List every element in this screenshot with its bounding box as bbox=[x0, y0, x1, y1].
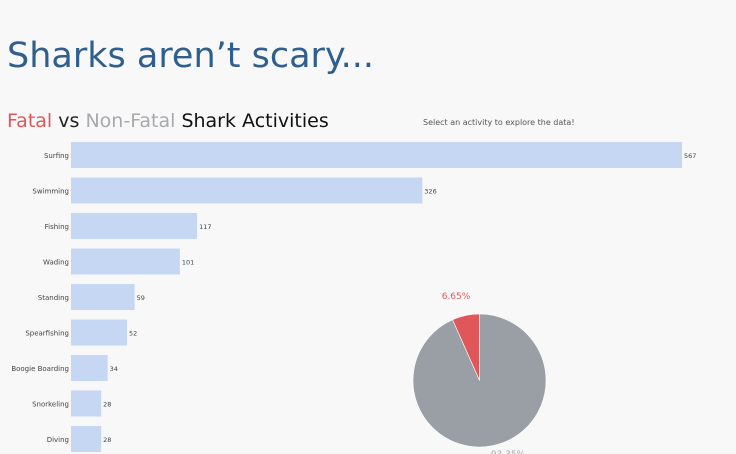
subtitle-activities-label: Shark Activities bbox=[181, 110, 329, 132]
category-label-snorkeling: Snorkeling bbox=[32, 401, 69, 409]
category-label-boogie-boarding: Boogie Boarding bbox=[11, 365, 69, 373]
bar-swimming[interactable] bbox=[71, 177, 423, 204]
fatality-pie-chart: 6.65% 93.35% bbox=[412, 292, 547, 454]
bar-diving[interactable] bbox=[71, 426, 102, 452]
category-label-swimming: Swimming bbox=[32, 188, 69, 196]
chart-subtitle: Fatal vs Non-Fatal Shark Activities bbox=[7, 108, 329, 134]
value-label-snorkeling: 28 bbox=[103, 401, 111, 409]
value-label-surfing: 567 bbox=[684, 152, 696, 160]
value-label-boogie-boarding: 34 bbox=[110, 365, 118, 373]
subtitle-vs-label: vs bbox=[58, 110, 80, 132]
value-label-fishing: 117 bbox=[199, 223, 211, 231]
category-label-fishing: Fishing bbox=[45, 223, 69, 231]
category-label-surfing: Surfing bbox=[44, 152, 69, 160]
bar-standing[interactable] bbox=[71, 284, 135, 310]
subtitle-fatal-label: Fatal bbox=[7, 110, 53, 132]
pie-label-fatal: 6.65% bbox=[442, 292, 471, 302]
subtitle-nonfatal-label: Non-Fatal bbox=[85, 110, 176, 132]
pie-slice-non-fatal[interactable] bbox=[412, 313, 547, 448]
category-label-diving: Diving bbox=[47, 436, 69, 444]
bar-wading[interactable] bbox=[71, 248, 180, 275]
value-label-diving: 28 bbox=[103, 436, 111, 444]
bar-fishing[interactable] bbox=[71, 213, 198, 239]
value-label-swimming: 326 bbox=[424, 188, 436, 196]
activity-bar-chart: Surfing 567 Swimming 326 Fishing 117 Wading 101… bbox=[11, 142, 696, 452]
instruction-text: Select an activity to explore the data! bbox=[423, 118, 575, 127]
bar-surfing[interactable] bbox=[71, 142, 682, 168]
category-label-spearfishing: Spearfishing bbox=[25, 330, 69, 338]
category-label-standing: Standing bbox=[38, 294, 69, 302]
category-label-wading: Wading bbox=[43, 259, 69, 267]
bar-snorkeling[interactable] bbox=[71, 390, 102, 417]
value-label-wading: 101 bbox=[182, 259, 194, 267]
value-label-standing: 59 bbox=[137, 294, 145, 302]
pie-label-nonfatal: 93.35% bbox=[491, 450, 526, 454]
page-title: Sharks aren’t scary... bbox=[7, 36, 375, 76]
bar-spearfishing[interactable] bbox=[71, 319, 128, 346]
bar-boogie-boarding[interactable] bbox=[71, 355, 108, 381]
value-label-spearfishing: 52 bbox=[129, 330, 137, 338]
